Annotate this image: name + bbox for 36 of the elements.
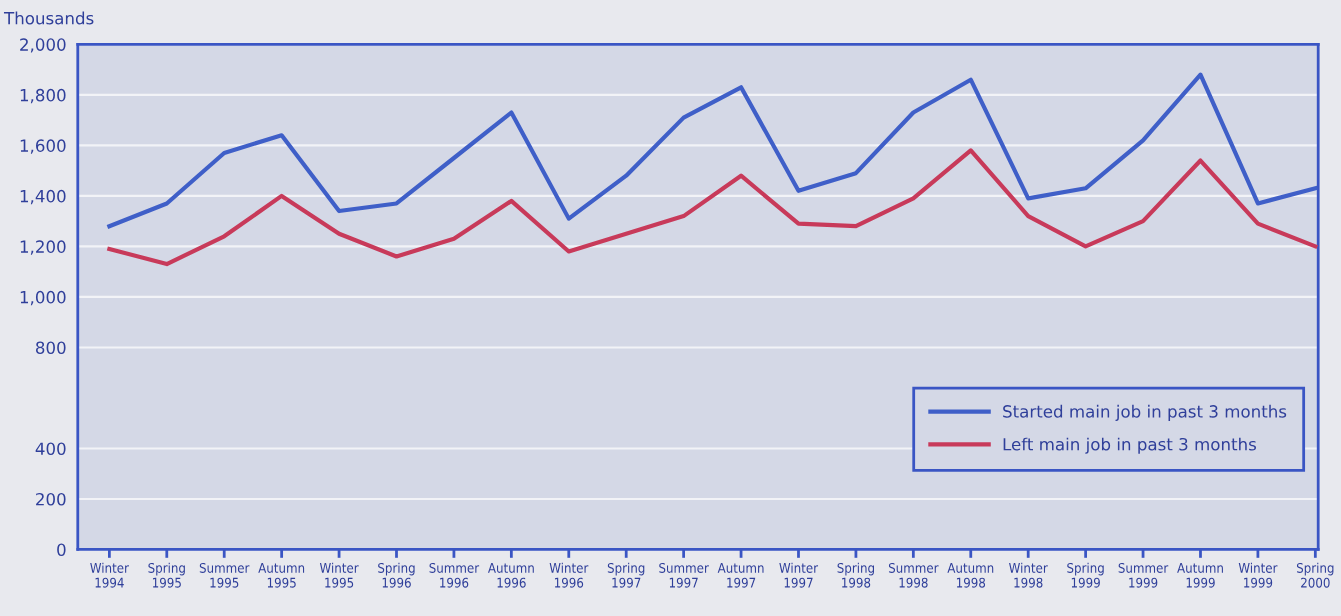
- x-tick-label: Autumn 1995: [258, 563, 305, 588]
- y-tick-label: 1,800: [20, 88, 66, 104]
- x-tick-label: Winter 1999: [1238, 562, 1278, 588]
- x-tick-label: Winter 1997: [779, 562, 819, 588]
- x-tick-label: Summer 1995: [199, 562, 250, 588]
- legend-label: Started main job in past 3 months: [1003, 404, 1287, 421]
- x-tick-label: Spring 1999: [1067, 562, 1104, 588]
- y-axis-title: Thousands: [3, 11, 94, 25]
- x-tick-label: Spring 1997: [607, 562, 645, 588]
- y-tick-label: 1,600: [20, 139, 66, 154]
- x-tick-label: Spring 1995: [148, 562, 185, 588]
- y-tick-label: 800: [35, 341, 66, 354]
- y-tick-label: 1,400: [20, 189, 66, 205]
- x-tick-label: Summer 1996: [429, 562, 480, 588]
- y-tick-label: 1,200: [20, 240, 66, 255]
- x-tick-label: Summer 1997: [659, 562, 709, 588]
- x-tick-label: Autumn 1999: [1177, 563, 1223, 588]
- legend-label: Left main job in past 3 months: [1003, 437, 1257, 454]
- y-tick-label: 0: [57, 543, 66, 557]
- x-tick-label: Autumn 1997: [717, 563, 764, 588]
- x-tick-label: Spring 2000: [1296, 562, 1334, 588]
- y-tick-label: 400: [35, 442, 66, 456]
- x-tick-label: Autumn 1996: [487, 563, 534, 588]
- y-tick-label: 200: [36, 492, 66, 506]
- line-series: [107, 148, 1318, 267]
- x-tick-label: Winter 1995: [319, 562, 359, 588]
- x-tick-label: Winter 1998: [1009, 562, 1048, 588]
- x-tick-label: Winter 1996: [549, 562, 589, 588]
- x-tick-label: Summer 1998: [888, 562, 939, 588]
- y-tick-label: 2,000: [20, 38, 66, 53]
- x-tick-label: Spring 1996: [378, 562, 415, 588]
- y-tick-label: 1,000: [20, 290, 66, 306]
- x-tick-label: Spring 1998: [837, 562, 874, 588]
- x-tick-label: Winter 1994: [90, 562, 129, 588]
- x-tick-label: Autumn 1998: [947, 563, 994, 588]
- x-tick-label: Summer 1999: [1118, 562, 1169, 588]
